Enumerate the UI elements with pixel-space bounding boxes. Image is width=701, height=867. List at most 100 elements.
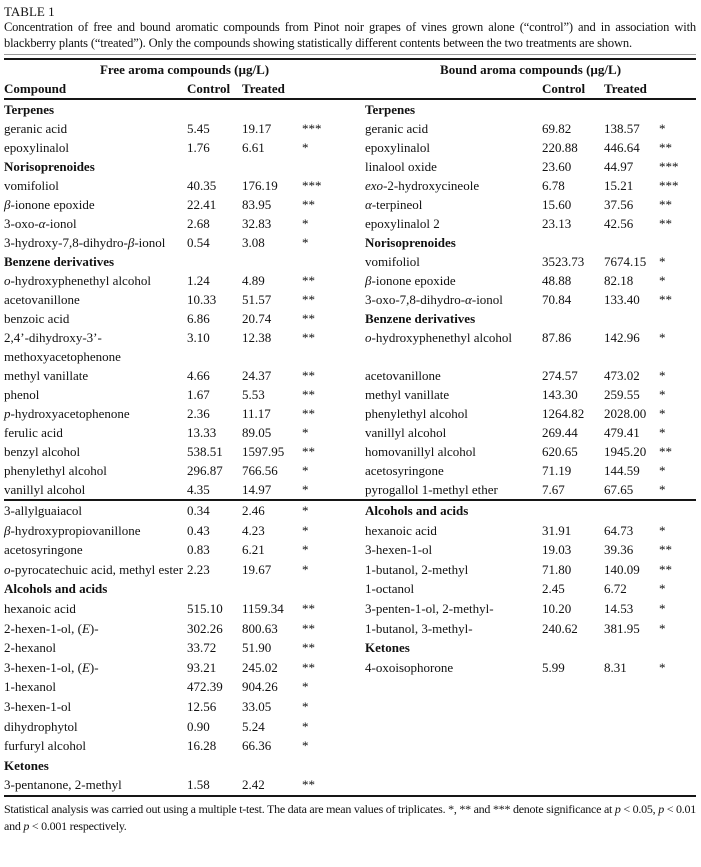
table-top-rule: Free aroma compounds (µg/L) Bound aroma … (4, 54, 697, 797)
free-treated-value: 19.67 (242, 561, 272, 577)
table-row: 3-allylguaiacol 0.34 2.46 * Alcohols and aci… (4, 500, 696, 521)
bound-significance: * (659, 620, 666, 636)
free-compound-cell: benzyl alcohol (4, 444, 81, 459)
free-treated-value: 5.24 (242, 718, 265, 734)
bound-significance: * (659, 121, 666, 136)
bound-treated-value: 37.56 (604, 197, 634, 212)
free-significance: ** (302, 330, 315, 345)
free-control-value: 3.10 (187, 330, 210, 345)
free-treated-value: 5.53 (242, 387, 265, 402)
bound-significance (659, 736, 696, 756)
bound-compound-cell: linalool oxide (365, 159, 437, 174)
free-treated-value: 1159.34 (242, 600, 284, 616)
free-significance: ** (302, 273, 315, 288)
free-control-value: 4.35 (187, 480, 242, 501)
free-control-value: 1.24 (187, 273, 210, 288)
free-treated-value: 51.90 (242, 640, 272, 656)
free-significance: ** (302, 600, 315, 616)
bound-control-value (542, 756, 604, 776)
bound-significance (659, 775, 696, 796)
free-compound-cell: acetosyringone (4, 542, 83, 558)
bound-control-value (542, 697, 604, 717)
free-treated-value: 4.23 (242, 522, 265, 538)
table-row: furfuryl alcohol 16.28 66.36 * (4, 736, 696, 756)
bound-control-value (542, 99, 604, 119)
free-treated-value: 66.36 (242, 738, 272, 754)
bound-significance: * (659, 600, 666, 616)
free-compound-cell: phenylethyl alcohol (4, 463, 107, 478)
free-control-value: 40.35 (187, 178, 217, 193)
free-treated-value (242, 99, 302, 119)
bound-control-value: 10.20 (542, 600, 572, 616)
bound-treated-value (604, 697, 659, 717)
header-spacer (365, 80, 543, 100)
table-row: vomifoliol 40.35 176.19 *** exo-2-hydroxycin… (4, 176, 696, 195)
free-treated-value: 51.57 (242, 292, 272, 307)
bound-control-value: 71.19 (542, 463, 572, 478)
bound-control-value: 31.91 (542, 522, 572, 538)
bound-compound-cell: acetovanillone (365, 368, 441, 383)
bound-significance: * (659, 330, 666, 345)
bound-compound-cell: 4-oxoisophorone (365, 659, 454, 675)
table-row: Terpenes Terpenes (4, 99, 696, 119)
bound-compound-cell: epoxylinalol (365, 140, 431, 155)
free-category-label: Terpenes (4, 102, 55, 117)
group-header-row: Free aroma compounds (µg/L) Bound aroma … (4, 59, 696, 80)
bound-control-column-header: Control (542, 80, 605, 100)
free-control-value: 10.33 (187, 292, 217, 307)
free-control-value (187, 756, 242, 776)
bound-compound-cell (365, 697, 542, 717)
free-treated-value: 245.02 (242, 659, 278, 675)
bound-significance: ** (659, 444, 673, 459)
bound-category-label: Ketones (365, 640, 410, 656)
bound-compound-cell: 3-penten-1-ol, 2-methyl- (365, 600, 494, 616)
bound-control-value (542, 233, 604, 252)
bound-control-value: 70.84 (542, 292, 572, 307)
bound-treated-value: 15.21 (604, 178, 634, 193)
table-row: epoxylinalol 1.76 6.61 * epoxylinalol 220.88 4… (4, 138, 696, 157)
free-significance: * (302, 463, 309, 478)
free-control-value: 515.10 (187, 600, 223, 616)
bound-control-value (542, 717, 604, 737)
bound-treated-value (604, 736, 659, 756)
free-treated-value: 4.89 (242, 273, 265, 288)
table-row: phenylethyl alcohol 296.87 766.56 * acetosyr… (4, 461, 696, 480)
free-significance: * (302, 480, 366, 501)
bound-significance: * (659, 480, 697, 501)
free-control-value: 0.54 (187, 235, 210, 250)
table-row: benzyl alcohol 538.51 1597.95 ** homovanilly… (4, 442, 696, 461)
free-compound-cell: furfuryl alcohol (4, 738, 86, 754)
free-category-label: Benzene derivatives (4, 254, 115, 269)
bound-treated-value: 8.31 (604, 659, 627, 675)
free-treated-value: 12.38 (242, 330, 272, 345)
bound-treated-value (604, 500, 659, 521)
table-header: Free aroma compounds (µg/L) Bound aroma … (4, 59, 697, 100)
bound-significance: * (659, 522, 666, 538)
bound-treated-column-header: Treated (604, 80, 660, 100)
free-control-value: 0.83 (187, 542, 210, 558)
bound-treated-value: 1945.20 (604, 444, 647, 459)
free-control-value (187, 579, 242, 599)
free-compound-cell: geranic acid (4, 121, 68, 136)
bound-control-value: 87.86 (542, 330, 572, 345)
bound-compound-cell: epoxylinalol 2 (365, 216, 440, 231)
bound-compound-cell (365, 756, 542, 776)
table-row: p-hydroxyacetophenone 2.36 11.17 ** phenylet… (4, 404, 696, 423)
bound-treated-value: 144.59 (604, 463, 640, 478)
bound-control-value (542, 677, 604, 697)
compound-column-header: Compound (4, 80, 187, 100)
free-control-value: 13.33 (187, 425, 217, 440)
free-significance: ** (302, 620, 315, 636)
bound-treated-value: 14.53 (604, 600, 634, 616)
table-row: geranic acid 5.45 19.17 *** geranic acid 69.8… (4, 119, 696, 138)
bound-compound-cell: vomifoliol (365, 254, 420, 269)
free-control-value: 0.90 (187, 718, 210, 734)
free-control-value: 22.41 (187, 197, 217, 212)
table-body: Terpenes Terpenes geranic acid 5.45 19.17 ***… (4, 99, 697, 796)
bound-control-value: 7.67 (542, 480, 605, 501)
bound-significance (659, 717, 696, 737)
table-row: o-hydroxyphenethyl alcohol 1.24 4.89 ** β-io… (4, 271, 696, 290)
free-control-value: 2.68 (187, 216, 210, 231)
bound-treated-value: 7674.15 (604, 254, 647, 269)
free-treated-value: 2.46 (242, 503, 265, 518)
